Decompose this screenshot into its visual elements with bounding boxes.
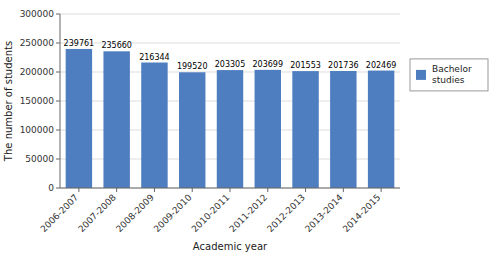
y-tick: [56, 43, 60, 44]
y-axis: [60, 14, 61, 188]
y-tick-label: 200000: [20, 67, 55, 77]
x-tick-label: 2008-2009: [114, 192, 156, 234]
y-tick: [56, 72, 60, 73]
bar: [141, 63, 167, 188]
data-label: 201736: [328, 61, 359, 70]
y-tick-label: 0: [48, 183, 54, 193]
y-tick: [56, 159, 60, 160]
legend-frame: [410, 59, 488, 91]
bar: [255, 70, 281, 188]
bar: [292, 71, 318, 188]
y-tick: [56, 130, 60, 131]
bars: [66, 49, 395, 188]
x-tick-label: 2007-2008: [76, 192, 118, 234]
grid-line: [60, 14, 400, 15]
bar: [179, 72, 205, 188]
x-tick: [305, 188, 306, 192]
y-axis-label: The number of students: [3, 41, 14, 162]
x-tick: [267, 188, 268, 192]
data-label: 216344: [139, 53, 170, 62]
x-tick: [116, 188, 117, 192]
bar: [217, 70, 243, 188]
x-tick-label: 2006-2007: [39, 192, 81, 234]
y-tick-label: 150000: [20, 96, 55, 106]
data-label: 201553: [290, 61, 321, 70]
legend-swatch: [416, 70, 426, 80]
x-tick: [343, 188, 344, 192]
y-tick-label: 300000: [20, 9, 55, 19]
bar: [66, 49, 92, 188]
x-tick: [192, 188, 193, 192]
chart: 0 50000 100000 150000 200000 250000 300000 2397…: [0, 0, 494, 256]
data-label: 202469: [366, 61, 397, 70]
x-tick-label: 2010-2011: [190, 192, 232, 234]
x-tick: [78, 188, 79, 192]
data-label: 235660: [101, 41, 132, 50]
data-label: 199520: [177, 62, 208, 71]
legend-label: Bachelorstudies: [432, 64, 472, 85]
x-tick-label: 2009-2010: [152, 192, 194, 234]
bar: [103, 51, 129, 188]
legend-label-line: Bachelor: [432, 64, 472, 74]
x-tick-label: 2012-2013: [265, 192, 307, 234]
x-tick: [381, 188, 382, 192]
y-tick-label: 100000: [20, 125, 55, 135]
data-label: 203305: [215, 60, 246, 69]
legend-label-line: studies: [432, 75, 465, 85]
x-tick: [154, 188, 155, 192]
data-label: 239761: [64, 39, 95, 48]
y-tick: [56, 188, 60, 189]
y-tick-label: 250000: [20, 38, 55, 48]
x-tick: [230, 188, 231, 192]
x-tick-label: 2014-2015: [341, 192, 383, 234]
bar: [368, 71, 394, 188]
x-tick-label: 2013-2014: [303, 192, 345, 234]
y-tick: [56, 14, 60, 15]
x-axis-label: Academic year: [193, 241, 268, 252]
x-tick-label: 2011-2012: [227, 192, 269, 234]
y-tick-label: 50000: [25, 154, 54, 164]
bar: [330, 71, 356, 188]
y-tick: [56, 101, 60, 102]
data-label: 203699: [253, 60, 284, 69]
